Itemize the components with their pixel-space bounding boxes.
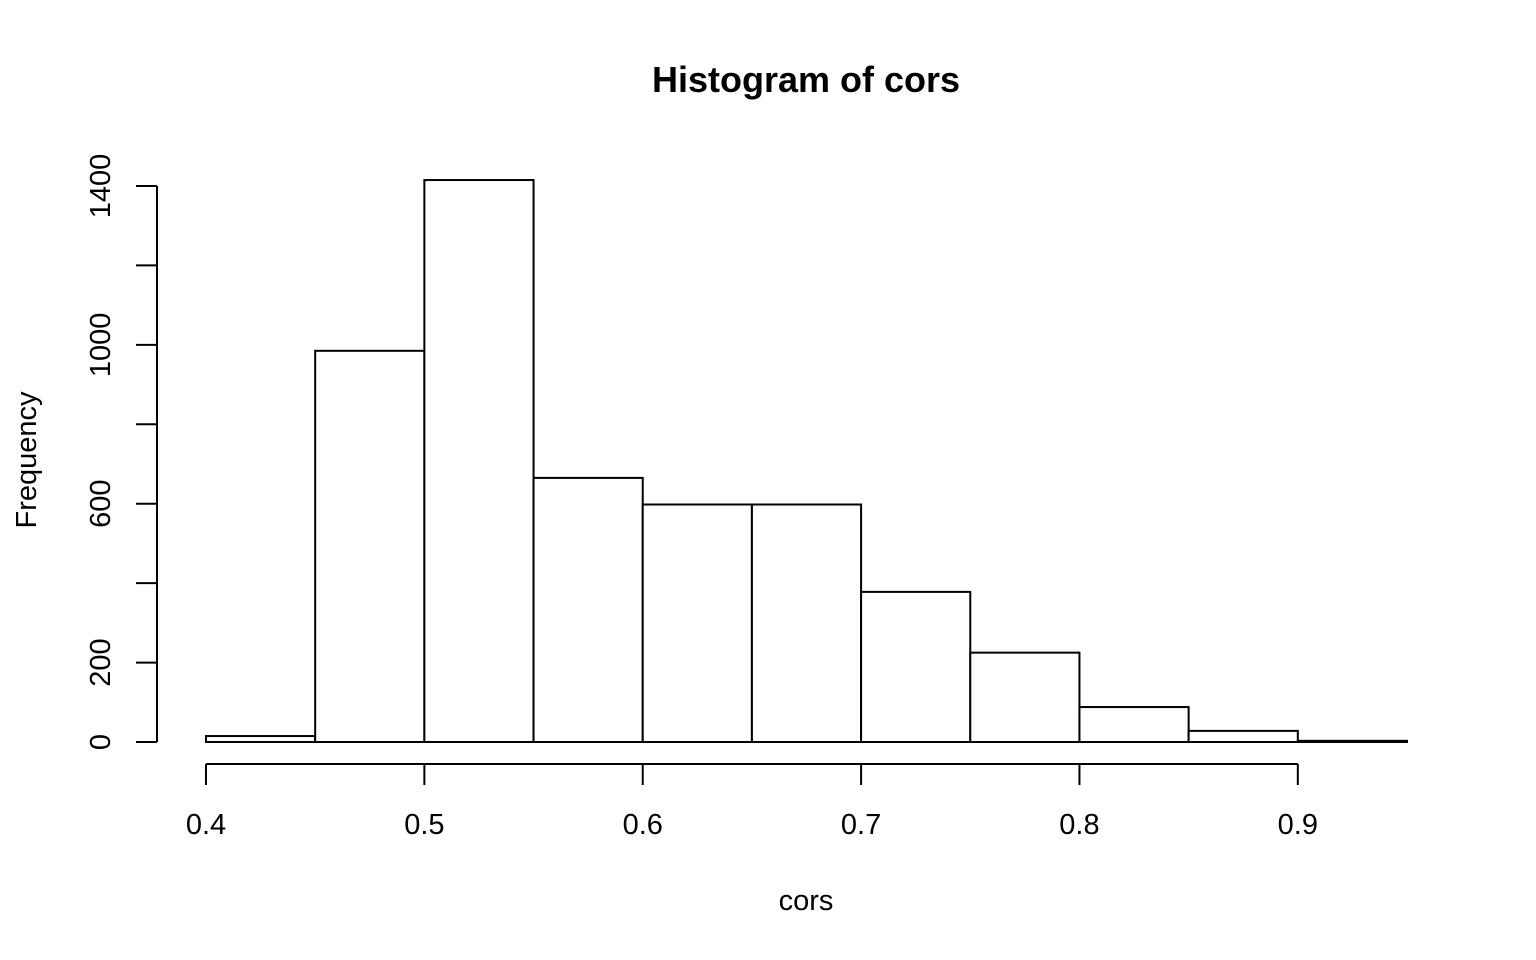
y-tick-label: 1400	[85, 154, 117, 219]
x-tick-label: 0.9	[1278, 809, 1318, 841]
x-tick-label: 0.5	[404, 809, 444, 841]
x-tick-label: 0.6	[623, 809, 663, 841]
chart-title: Histogram of cors	[652, 59, 960, 100]
histogram-bar	[860, 590, 972, 743]
y-tick-label: 600	[85, 480, 117, 528]
histogram-bar	[1296, 739, 1409, 744]
y-axis-label: Frequency	[11, 391, 43, 529]
histogram-bar	[1078, 706, 1190, 744]
y-tick-label: 1000	[85, 313, 117, 378]
x-tick-label: 0.7	[841, 809, 881, 841]
histogram-bar	[969, 651, 1081, 744]
x-axis: 0.4 0.5 0.6 0.7 0.8 0.9	[186, 763, 1318, 841]
y-axis: 0 200 600 1000 1400	[85, 154, 158, 750]
histogram-bar	[532, 476, 644, 743]
histogram-bar	[423, 179, 535, 744]
bars-group	[205, 179, 1409, 744]
histogram-bar	[1187, 729, 1299, 744]
histogram-bar	[641, 503, 753, 743]
y-tick-label: 200	[85, 638, 117, 686]
x-tick-label: 0.4	[186, 809, 226, 841]
y-tick-label: 0	[85, 734, 117, 750]
x-axis-label: cors	[779, 885, 834, 917]
histogram-bar	[750, 503, 863, 743]
histogram-bar	[314, 349, 426, 743]
x-tick-label: 0.8	[1059, 809, 1099, 841]
histogram-bar	[205, 735, 317, 743]
